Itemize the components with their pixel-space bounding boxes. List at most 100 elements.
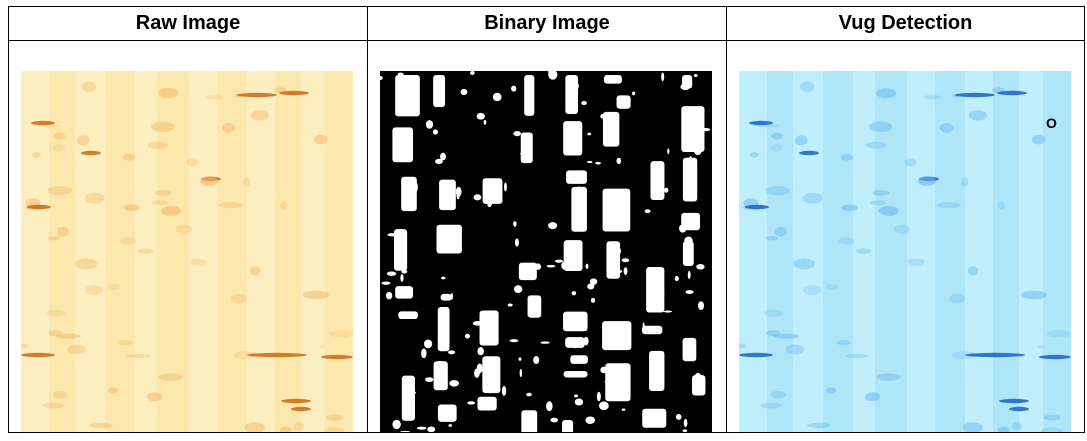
binary-speck [483,119,487,125]
raw-streak [247,352,307,358]
binary-speck [474,368,480,378]
binary-speck [561,261,570,270]
binary-speck [625,200,629,205]
vug-blot [962,422,983,432]
binary-blob [440,293,452,301]
binary-speck [427,426,436,432]
vug-blot [764,309,784,317]
binary-speck [540,341,550,344]
vug-stripe [767,71,793,432]
binary-speck [548,222,558,230]
binary-speck [653,171,660,176]
vug-blot [876,88,896,99]
vug-blot [760,402,782,409]
binary-speck [550,417,558,423]
binary-speck [397,72,404,76]
binary-speck [698,301,705,310]
binary-speck [621,258,630,263]
binary-speck [600,113,607,119]
binary-speck [577,186,581,192]
raw-streak [281,398,311,404]
raw-streak [81,150,101,156]
raw-blot [48,329,63,337]
raw-streak [279,90,309,96]
binary-blob [650,161,665,201]
binary-speck [386,271,397,276]
raw-blot [325,414,343,421]
raw-blot [21,343,29,349]
binary-speck [464,333,471,339]
raw-blot [56,226,69,237]
binary-speck [554,259,564,263]
raw-blot [250,110,270,121]
binary-blob [682,337,697,362]
raw-blot [46,309,66,317]
binary-speck [632,91,636,96]
vug-blot [997,426,1010,432]
vug-blot [802,192,823,204]
binary-speck [414,182,418,192]
binary-speck [596,391,601,402]
binary-speck [409,391,417,395]
binary-blob [616,95,631,109]
binary-speck [492,92,502,102]
raw-blot [108,283,120,291]
binary-speck [518,357,522,361]
raw-stripe [325,71,353,432]
vug-blot [765,236,779,241]
binary-speck [423,339,433,349]
binary-blob [642,325,663,335]
binary-speck [425,377,434,383]
vug-blot [794,135,808,146]
binary-speck [503,182,507,192]
binary-speck [616,157,622,165]
raw-blot [243,177,251,187]
binary-speck [687,270,691,280]
raw-blot [82,81,97,93]
binary-blob [395,286,414,299]
binary-speck [546,401,553,412]
binary-speck [664,187,669,193]
vug-blot [948,293,965,304]
vug-stripe [993,71,1019,432]
binary-speck [642,322,645,331]
vug-blot [968,110,988,121]
binary-speck [675,413,682,420]
binary-speck [530,96,533,105]
binary-blob [401,375,415,421]
raw-blot [328,330,353,338]
vug-blot [844,354,869,359]
vug-blot [967,266,979,276]
binary-speck [385,291,393,300]
binary-blob [602,188,631,232]
vug-blot [802,285,822,296]
binary-speck [660,377,663,383]
binary-speck [507,303,513,307]
binary-speck [682,429,688,432]
binary-speck [476,112,485,120]
binary-speck [595,161,601,165]
binary-speck [441,276,446,280]
binary-blob [482,356,501,394]
binary-speck [513,285,523,294]
binary-speck [519,368,523,378]
raw-blot [52,390,68,399]
binary-blob [602,111,620,147]
binary-speck [587,160,593,164]
raw-blot [279,426,292,432]
vug-blot [793,258,816,270]
binary-speck [381,281,391,285]
binary-blob [401,176,417,212]
raw-blot [249,266,261,276]
raw-blot [84,192,105,204]
binary-speck [533,305,538,315]
raw-blot [154,189,172,196]
vug-blot [773,333,799,339]
vug-blot [856,248,872,254]
vug-blot [800,81,815,93]
vug-blot [870,200,887,206]
binary-blob [565,75,579,115]
vug-blot [807,422,831,429]
binary-speck [400,273,404,282]
vug-blot [766,329,781,337]
